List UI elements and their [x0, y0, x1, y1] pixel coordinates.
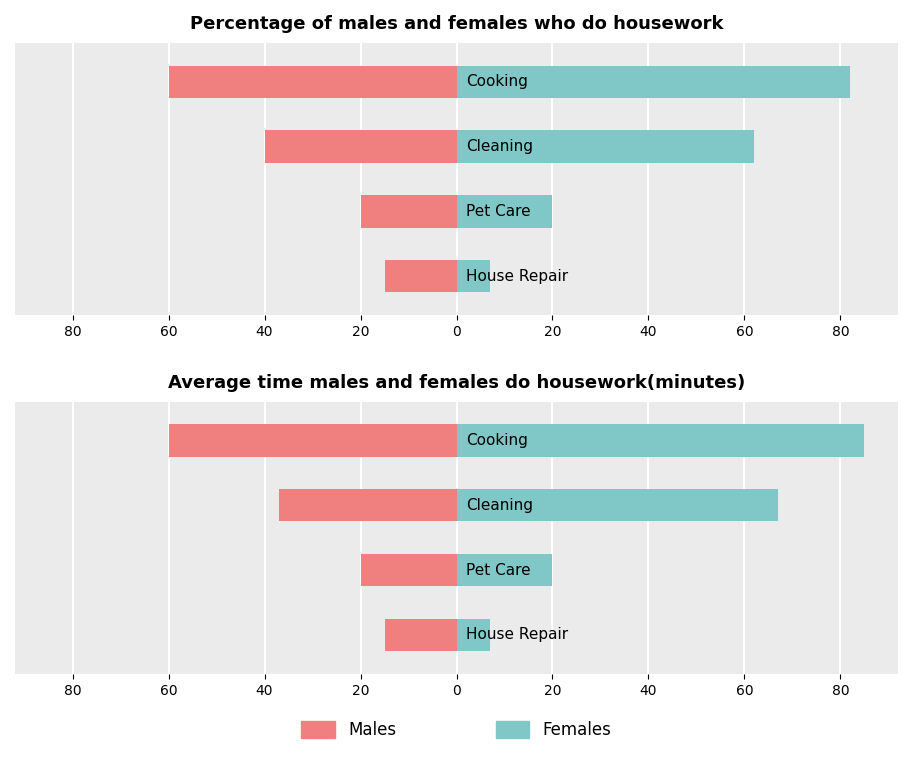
- Text: Cooking: Cooking: [467, 74, 528, 89]
- Bar: [456, 130, 754, 163]
- Text: Cleaning: Cleaning: [467, 498, 533, 512]
- Bar: [169, 424, 456, 456]
- Bar: [169, 66, 456, 98]
- Bar: [456, 619, 490, 651]
- Text: Pet Care: Pet Care: [467, 204, 530, 219]
- Bar: [361, 554, 456, 586]
- Text: Cooking: Cooking: [467, 433, 528, 448]
- Text: Cleaning: Cleaning: [467, 139, 533, 154]
- Title: Average time males and females do housework(minutes): Average time males and females do housew…: [168, 374, 745, 392]
- Title: Percentage of males and females who do housework: Percentage of males and females who do h…: [190, 15, 723, 33]
- Bar: [384, 260, 456, 293]
- Bar: [361, 196, 456, 227]
- Bar: [456, 554, 552, 586]
- Bar: [265, 130, 456, 163]
- Text: Pet Care: Pet Care: [467, 562, 530, 578]
- Legend: Males, Females: Males, Females: [295, 714, 618, 746]
- Text: House Repair: House Repair: [467, 628, 568, 642]
- Bar: [456, 66, 850, 98]
- Bar: [456, 196, 552, 227]
- Bar: [456, 424, 865, 456]
- Bar: [384, 619, 456, 651]
- Bar: [456, 489, 778, 522]
- Bar: [456, 260, 490, 293]
- Bar: [279, 489, 456, 522]
- Text: House Repair: House Repair: [467, 269, 568, 283]
